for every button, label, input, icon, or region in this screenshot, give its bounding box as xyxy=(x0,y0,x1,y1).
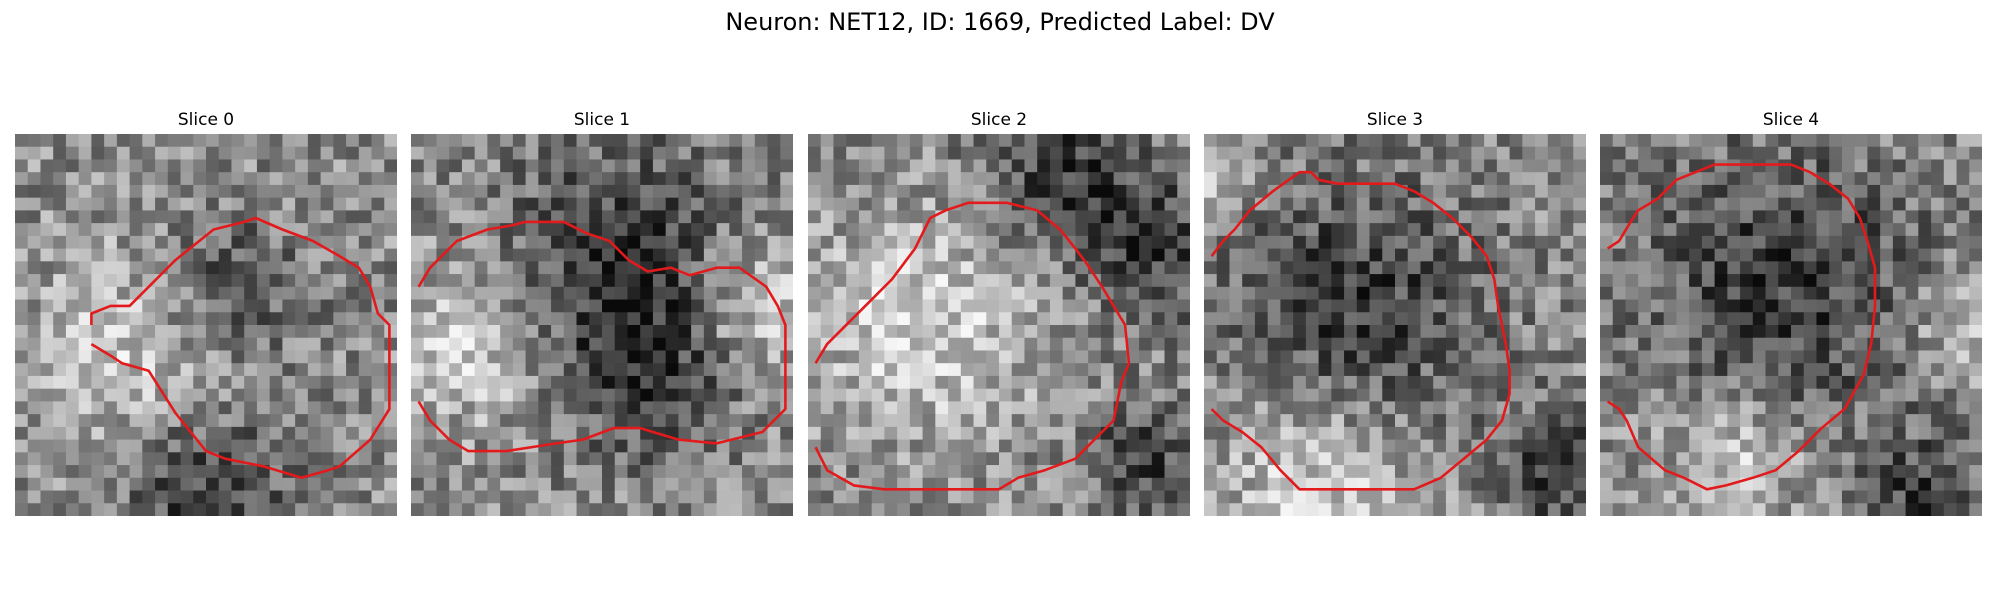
segmentation-contour xyxy=(1210,170,1511,491)
slice-title: Slice 2 xyxy=(970,110,1028,130)
slice-image-4 xyxy=(1600,134,1982,516)
slice-image-0 xyxy=(15,134,397,516)
slice-title: Slice 1 xyxy=(573,110,631,130)
pixel-grid xyxy=(411,134,793,516)
segmentation-contour xyxy=(417,220,787,453)
slice-panel-1: Slice 1 xyxy=(411,110,793,518)
pixel-grid xyxy=(1204,134,1586,516)
slice-title: Slice 3 xyxy=(1366,110,1424,130)
slice-title: Slice 0 xyxy=(177,110,235,130)
slice-panel-3: Slice 3 xyxy=(1204,110,1586,518)
slice-image-3 xyxy=(1204,134,1586,516)
slice-image-2 xyxy=(808,134,1190,516)
pixel-grid xyxy=(15,134,397,516)
slice-panel-4: Slice 4 xyxy=(1600,110,1982,518)
figure-title: Neuron: NET12, ID: 1669, Predicted Label… xyxy=(725,8,1275,36)
slice-panel-0: Slice 0 xyxy=(15,110,397,518)
slice-image-1 xyxy=(411,134,793,516)
segmentation-contour xyxy=(814,201,1131,491)
slice-title: Slice 4 xyxy=(1762,110,1820,130)
segmentation-contour xyxy=(90,216,391,480)
slice-panel-2: Slice 2 xyxy=(808,110,1190,518)
pixel-grid xyxy=(808,134,1190,516)
segmentation-contour xyxy=(1606,163,1877,491)
